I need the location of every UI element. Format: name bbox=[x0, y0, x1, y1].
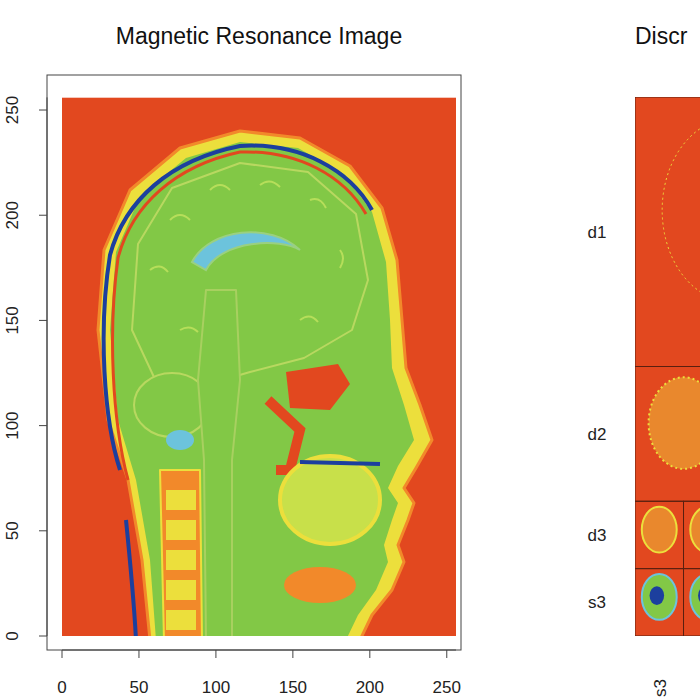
row-label: d3 bbox=[588, 526, 607, 545]
y-tick bbox=[39, 530, 47, 531]
wavelet-tile bbox=[684, 501, 700, 568]
soft-tissue bbox=[110, 142, 414, 636]
y-tick bbox=[39, 320, 47, 321]
x-tick bbox=[138, 650, 139, 658]
spine bbox=[160, 470, 202, 636]
vertebra bbox=[166, 610, 196, 630]
brainstem bbox=[198, 290, 240, 636]
sulcus bbox=[170, 215, 190, 220]
vertebra bbox=[166, 550, 196, 570]
mri-image bbox=[62, 97, 456, 636]
x-tick bbox=[215, 650, 216, 658]
wavelet-tile bbox=[635, 97, 700, 367]
corpus-callosum bbox=[192, 232, 300, 270]
x-tick bbox=[446, 650, 447, 658]
tongue bbox=[280, 456, 380, 544]
y-tick-label: 100 bbox=[3, 411, 22, 439]
neck-line bbox=[126, 520, 136, 636]
vertebra bbox=[166, 520, 196, 540]
wavelet-tile bbox=[635, 569, 684, 636]
x-tick-label: 50 bbox=[129, 678, 148, 697]
vertebra bbox=[166, 490, 196, 510]
brain bbox=[132, 163, 368, 390]
wavelet-tile bbox=[684, 569, 700, 636]
y-tick bbox=[39, 215, 47, 216]
pharynx bbox=[268, 400, 300, 470]
wavelet-tile bbox=[635, 501, 684, 568]
wavelet-head bbox=[690, 574, 700, 620]
y-tick bbox=[39, 636, 47, 637]
sulcus bbox=[300, 316, 318, 322]
wavelet-head bbox=[642, 507, 677, 553]
chart-title: Discr bbox=[635, 23, 688, 49]
y-tick-label: 250 bbox=[3, 96, 22, 124]
x-tick bbox=[292, 650, 293, 658]
row-label: d1 bbox=[588, 223, 607, 242]
y-tick-label: 200 bbox=[3, 201, 22, 229]
sulcus bbox=[340, 250, 343, 268]
vertebra bbox=[166, 580, 196, 600]
palate bbox=[300, 462, 380, 464]
background bbox=[0, 0, 700, 700]
wavelet-detail bbox=[650, 586, 665, 605]
x-tick bbox=[369, 650, 370, 658]
wavelet-head bbox=[662, 119, 700, 302]
chart-canvas: Magnetic Resonance Image 0 50 100 150 200 250 0… bbox=[0, 0, 700, 700]
sulcus bbox=[210, 185, 230, 190]
wavelet-detail bbox=[698, 586, 700, 605]
scalp bbox=[98, 131, 432, 636]
x-tick-label: 200 bbox=[356, 678, 384, 697]
scalp-line bbox=[104, 146, 372, 470]
airway bbox=[286, 364, 350, 410]
row-label: d2 bbox=[588, 425, 607, 444]
sulcus bbox=[180, 327, 198, 332]
y-tick bbox=[39, 110, 47, 111]
wavelet-tile bbox=[635, 367, 700, 502]
sulcus bbox=[150, 266, 168, 272]
chart-title: Magnetic Resonance Image bbox=[116, 23, 402, 49]
column-label: s3 bbox=[651, 679, 670, 697]
row-label: s3 bbox=[588, 593, 606, 612]
y-tick bbox=[39, 425, 47, 426]
y-tick-label: 150 bbox=[3, 306, 22, 334]
cistern bbox=[166, 430, 194, 450]
wavelet-head bbox=[649, 377, 700, 469]
sulcus bbox=[310, 199, 326, 208]
x-tick bbox=[62, 650, 63, 658]
x-tick-label: 0 bbox=[57, 678, 66, 697]
x-axis-line bbox=[62, 650, 456, 651]
figure: Magnetic Resonance Image 0 50 100 150 200 250 0… bbox=[0, 0, 700, 700]
x-tick-label: 150 bbox=[279, 678, 307, 697]
x-tick-label: 250 bbox=[433, 678, 461, 697]
jaw-tissue bbox=[284, 567, 356, 603]
y-tick-label: 50 bbox=[3, 521, 22, 540]
y-axis-line bbox=[47, 97, 48, 636]
y-tick-label: 0 bbox=[3, 631, 22, 640]
wavelet-head bbox=[690, 507, 700, 553]
wavelet-head bbox=[642, 574, 677, 620]
plot-frame bbox=[47, 75, 461, 650]
wavelet-background bbox=[635, 97, 700, 636]
sulcus bbox=[260, 181, 280, 187]
wavelet-image bbox=[635, 97, 700, 636]
x-tick-label: 100 bbox=[202, 678, 230, 697]
